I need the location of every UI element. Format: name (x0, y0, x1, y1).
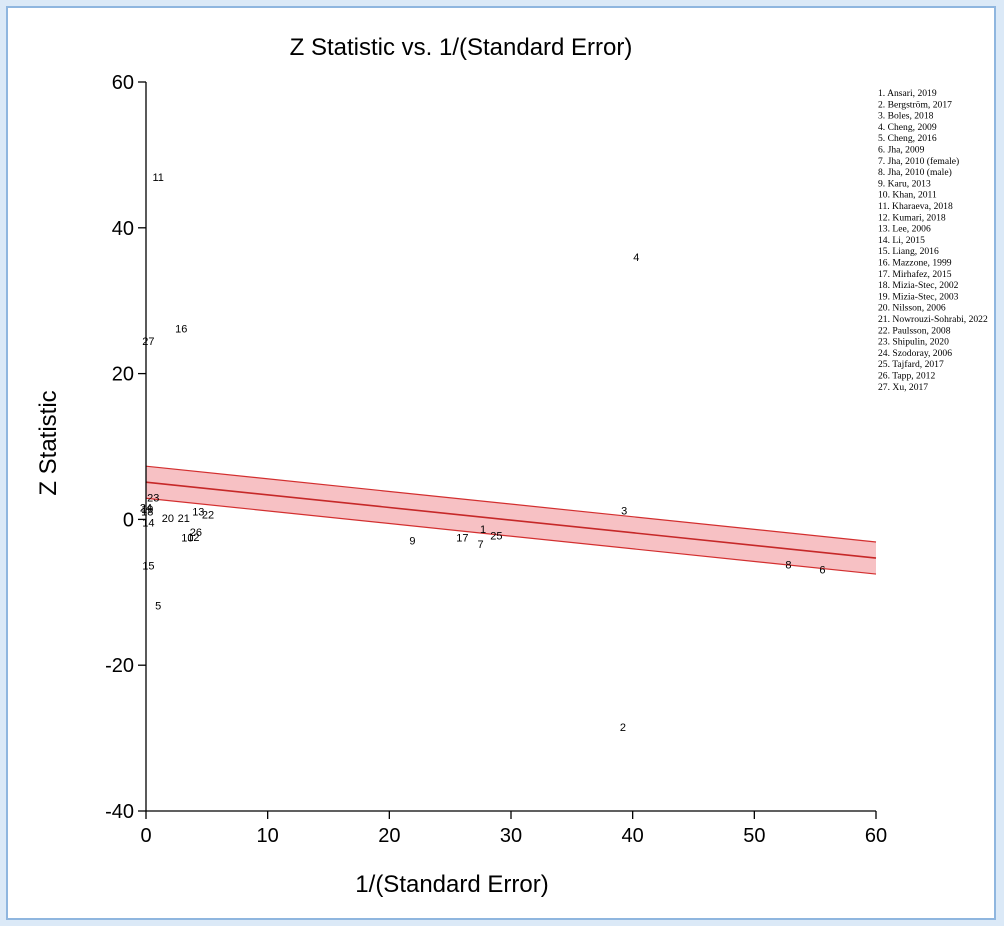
legend-item: 4. Cheng, 2009 (878, 122, 937, 133)
y-tick-label: 20 (112, 364, 134, 386)
legend-item: 10. Khan, 2011 (878, 190, 937, 201)
data-point-8: 8 (785, 560, 791, 572)
y-tick-label: 60 (112, 72, 134, 94)
legend-item: 12. Kumari, 2018 (878, 212, 946, 223)
data-point-22: 22 (202, 509, 214, 521)
data-point-4: 4 (633, 252, 639, 264)
y-axis-label: Z Statistic (35, 390, 62, 495)
x-tick-label: 20 (378, 825, 400, 847)
data-point-20: 20 (162, 513, 174, 525)
data-point-1: 1 (480, 524, 486, 536)
legend-item: 27. Xu, 2017 (878, 382, 928, 393)
x-tick-label: 50 (743, 825, 765, 847)
axes: 0 10 20 30 40 50 60 60 40 20 0 -20 -40 (105, 72, 887, 847)
data-point-25: 25 (490, 530, 502, 542)
data-point-26: 26 (190, 527, 202, 539)
legend-item: 17. Mirhafez, 2015 (878, 269, 952, 280)
legend-item: 25. Tajfard, 2017 (878, 359, 944, 370)
legend-item: 3. Boles, 2018 (878, 111, 934, 122)
legend-item: 2. Bergström, 2017 (878, 99, 952, 110)
legend-item: 11. Kharaeva, 2018 (878, 201, 953, 212)
data-point-3: 3 (621, 506, 627, 518)
legend-item: 26. Tapp, 2012 (878, 371, 935, 382)
data-point-19: 19 (141, 504, 153, 516)
legend-item: 8. Jha, 2010 (male) (878, 167, 952, 178)
legend-item: 23. Shipulin, 2020 (878, 337, 949, 348)
x-tick-label: 40 (622, 825, 644, 847)
x-tick-label: 0 (140, 825, 151, 847)
x-tick-label: 60 (865, 825, 887, 847)
data-point-10: 10 (181, 533, 193, 545)
data-point-12: 12 (187, 532, 199, 544)
data-point-13: 13 (192, 506, 204, 518)
legend-item: 21. Nowrouzi-Sohrabi, 2022 (878, 314, 988, 325)
data-point-5: 5 (155, 600, 161, 612)
legend-item: 5. Cheng, 2016 (878, 133, 937, 144)
data-point-21: 21 (178, 513, 190, 525)
legend-item: 22. Paulsson, 2008 (878, 325, 951, 336)
scatter-chart: Z Statistic vs. 1/(Standard Error) Z Sta… (35, 34, 988, 898)
data-point-6: 6 (819, 565, 825, 577)
chart-title: Z Statistic vs. 1/(Standard Error) (290, 34, 633, 61)
data-point-9: 9 (409, 536, 415, 548)
x-tick-label: 30 (500, 825, 522, 847)
legend-item: 19. Mizia-Stec, 2003 (878, 291, 959, 302)
x-axis-label: 1/(Standard Error) (355, 871, 548, 898)
regression-line (145, 481, 877, 559)
data-point-11: 11 (152, 172, 163, 184)
legend-item: 15. Liang, 2016 (878, 246, 939, 257)
legend-item: 13. Lee, 2006 (878, 224, 931, 235)
legend-item: 7. Jha, 2010 (female) (878, 156, 959, 167)
confidence-band-layer (145, 465, 877, 575)
legend-item: 18. Mizia-Stec, 2002 (878, 280, 959, 291)
data-point-24: 24 (140, 503, 152, 515)
data-point-15: 15 (142, 560, 154, 572)
legend-item: 24. Szodoray, 2006 (878, 348, 952, 359)
x-tick-label: 10 (257, 825, 279, 847)
data-point-18: 18 (141, 506, 153, 518)
upper-bound-line (145, 465, 877, 543)
data-point-7: 7 (478, 539, 484, 551)
lower-bound-line (145, 497, 877, 575)
y-tick-label: -20 (105, 655, 134, 677)
legend-item: 9. Karu, 2013 (878, 178, 931, 189)
legend-item: 1. Ansari, 2019 (878, 88, 937, 99)
data-point-16: 16 (175, 323, 187, 335)
data-point-27: 27 (142, 336, 154, 348)
legend-item: 20. Nilsson, 2006 (878, 303, 946, 314)
data-point-23: 23 (147, 493, 159, 505)
data-point-17: 17 (456, 533, 468, 545)
data-point-14: 14 (142, 517, 154, 529)
y-tick-label: 40 (112, 218, 134, 240)
legend-item: 14. Li, 2015 (878, 235, 925, 246)
legend-item: 16. Mazzone, 1999 (878, 258, 952, 269)
data-point-2: 2 (620, 722, 626, 734)
y-tick-label: 0 (123, 509, 134, 531)
chart-frame: Z Statistic vs. 1/(Standard Error) Z Sta… (6, 6, 996, 920)
legend-item: 6. Jha, 2009 (878, 145, 925, 156)
y-tick-label: -40 (105, 801, 134, 823)
